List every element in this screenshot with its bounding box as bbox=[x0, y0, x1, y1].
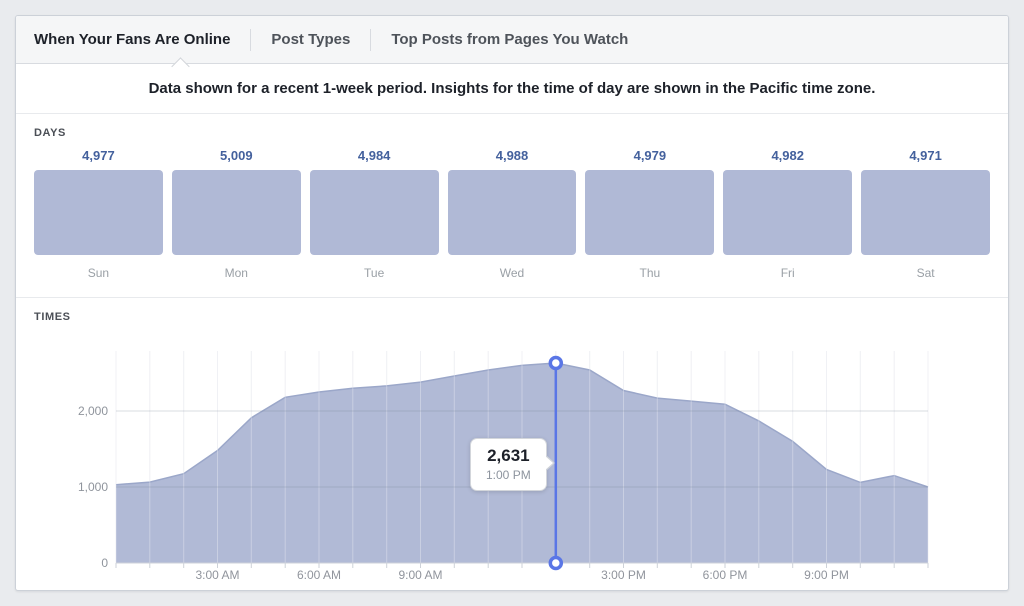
day-name: Tue bbox=[364, 266, 385, 280]
days-bar-chart: 4,977 Sun 5,009 Mon 4,984 Tue 4,988 bbox=[34, 148, 991, 280]
day-value: 4,984 bbox=[357, 148, 391, 163]
tab-bar: When Your Fans Are Online Post Types Top… bbox=[16, 16, 1008, 76]
insights-card: When Your Fans Are Online Post Types Top… bbox=[15, 15, 1009, 591]
tooltip-arrow bbox=[544, 455, 553, 471]
day-value: 4,982 bbox=[771, 148, 804, 163]
tab-divider bbox=[370, 28, 372, 51]
day-bar[interactable] bbox=[34, 170, 163, 255]
tab-top-posts-from-pages-you-watch[interactable]: Top Posts from Pages You Watch bbox=[391, 31, 629, 48]
x-axis-tick: 9:00 AM bbox=[398, 568, 443, 582]
times-section: TIMES 0 1,000 2,000 3:00 AM 6:00 AM 9:00… bbox=[16, 298, 1008, 590]
day-column-fri: 4,982 Fri bbox=[723, 148, 853, 280]
tooltip-time: 1:00 PM bbox=[486, 468, 531, 482]
tab-divider bbox=[250, 28, 252, 51]
day-name: Mon bbox=[224, 266, 248, 280]
days-section: DAYS 4,977 Sun 5,009 Mon 4,984 Tue bbox=[16, 114, 1008, 298]
day-bar[interactable] bbox=[171, 170, 301, 255]
day-bar[interactable] bbox=[723, 170, 853, 255]
day-value: 5,009 bbox=[220, 148, 253, 163]
day-name: Sun bbox=[87, 266, 110, 280]
tab-post-types[interactable]: Post Types bbox=[271, 31, 351, 48]
day-column-mon: 5,009 Mon bbox=[171, 148, 301, 280]
x-axis-tick: 3:00 AM bbox=[195, 568, 240, 582]
day-name: Fri bbox=[780, 266, 795, 280]
day-value: 4,988 bbox=[495, 148, 529, 163]
x-axis-tick: 3:00 PM bbox=[601, 568, 646, 582]
day-value: 4,971 bbox=[909, 148, 942, 163]
tab-when-your-fans-are-online[interactable]: When Your Fans Are Online bbox=[34, 31, 231, 48]
x-axis-tick: 6:00 AM bbox=[296, 568, 342, 582]
period-note: Data shown for a recent 1-week period. I… bbox=[16, 64, 1008, 114]
day-bar[interactable] bbox=[861, 170, 991, 255]
day-column-sun: 4,977 Sun bbox=[34, 148, 163, 280]
day-column-thu: 4,979 Thu bbox=[585, 148, 715, 280]
day-name: Sat bbox=[916, 266, 935, 280]
hover-tooltip: 2,631 1:00 PM bbox=[470, 438, 547, 491]
day-column-sat: 4,971 Sat bbox=[861, 148, 991, 280]
day-value: 4,979 bbox=[633, 148, 667, 163]
y-axis-tick: 0 bbox=[101, 556, 108, 570]
day-name: Thu bbox=[639, 266, 661, 280]
y-axis-tick: 1,000 bbox=[77, 480, 108, 494]
y-axis-tick: 2,000 bbox=[77, 404, 108, 418]
day-bar[interactable] bbox=[585, 170, 715, 255]
x-axis-tick: 9:00 PM bbox=[804, 568, 849, 582]
day-value: 4,977 bbox=[82, 148, 115, 163]
x-axis-tick: 6:00 PM bbox=[702, 568, 748, 582]
day-column-wed: 4,988 Wed bbox=[447, 148, 577, 280]
day-name: Wed bbox=[499, 266, 525, 280]
days-label: DAYS bbox=[34, 127, 66, 139]
day-bar[interactable] bbox=[447, 170, 577, 255]
times-label: TIMES bbox=[34, 311, 71, 323]
tooltip-value: 2,631 bbox=[487, 446, 530, 465]
day-column-tue: 4,984 Tue bbox=[309, 148, 439, 280]
day-bar[interactable] bbox=[309, 170, 439, 255]
